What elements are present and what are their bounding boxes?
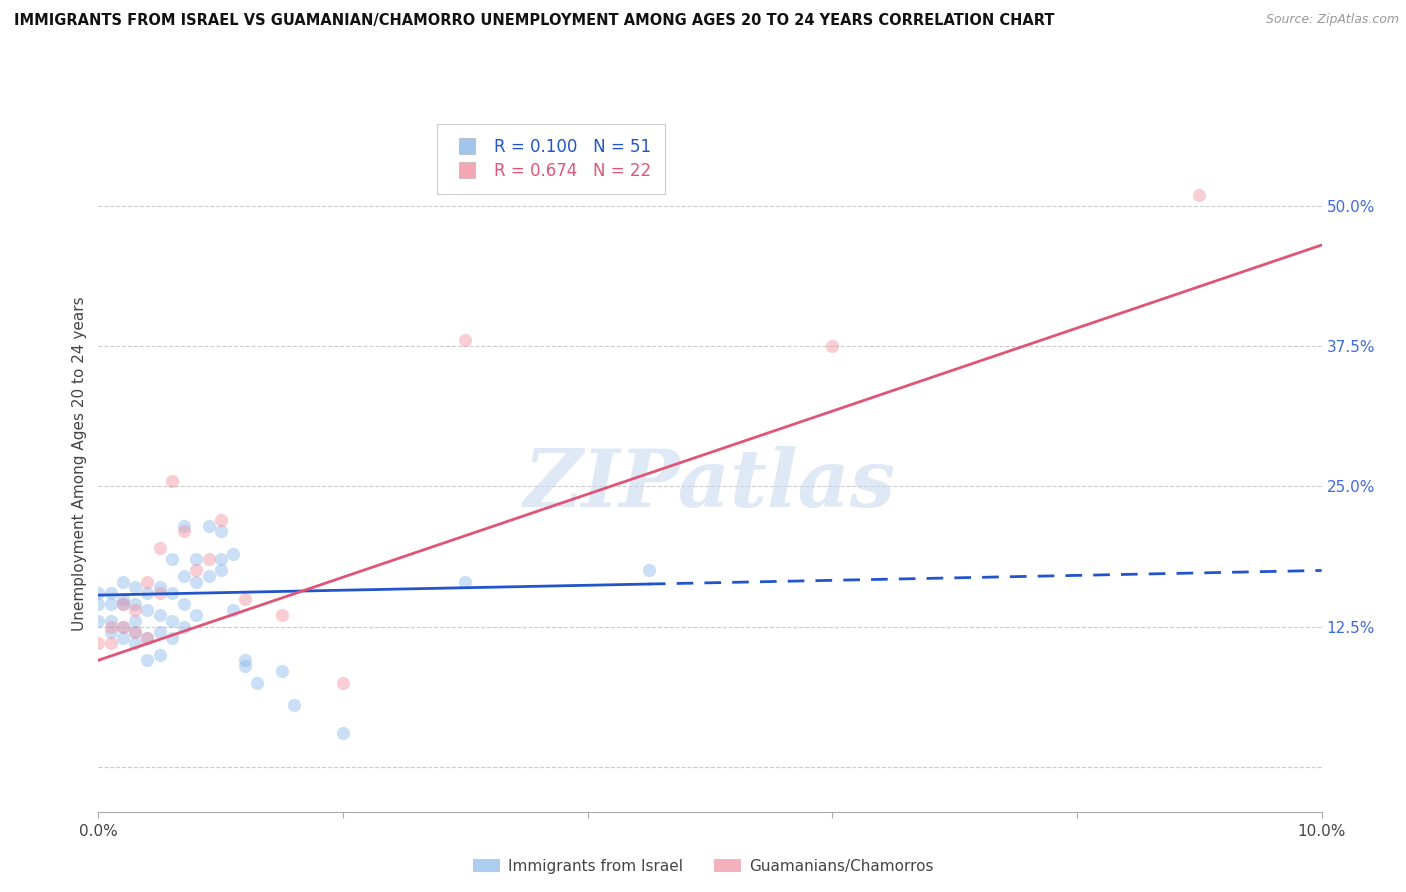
Point (136, 603, 159, 617)
Point (111, 597, 134, 611)
Point (100, 636, 122, 650)
Point (270, 608, 292, 623)
Point (160, 631, 183, 645)
Point (209, 552, 232, 566)
Point (124, 636, 146, 650)
Text: ZIPatlas: ZIPatlas (524, 446, 896, 524)
Point (111, 631, 134, 645)
Point (209, 513, 232, 527)
Text: IMMIGRANTS FROM ISRAEL VS GUAMANIAN/CHAMORRO UNEMPLOYMENT AMONG AGES 20 TO 24 YE: IMMIGRANTS FROM ISRAEL VS GUAMANIAN/CHAM… (14, 13, 1054, 29)
Point (173, 524, 195, 538)
Point (173, 569, 195, 583)
Point (149, 580, 172, 594)
Point (160, 586, 183, 600)
Point (173, 518, 195, 533)
Point (100, 614, 122, 628)
Point (100, 586, 122, 600)
Point (197, 518, 219, 533)
Point (87, 597, 110, 611)
Point (124, 603, 146, 617)
Point (160, 552, 183, 566)
Point (637, 564, 661, 578)
Point (233, 658, 256, 673)
Point (149, 586, 172, 600)
Point (186, 608, 208, 623)
Point (87, 586, 110, 600)
Point (233, 591, 256, 606)
Point (149, 625, 172, 640)
Point (111, 619, 134, 633)
Point (100, 625, 122, 640)
Point (87, 614, 110, 628)
Point (111, 619, 134, 633)
Point (136, 574, 159, 589)
Legend: R = 0.100   N = 51, R = 0.674   N = 22: R = 0.100 N = 51, R = 0.674 N = 22 (437, 124, 665, 194)
Point (209, 564, 232, 578)
Legend: Immigrants from Israel, Guamanians/Chamorros: Immigrants from Israel, Guamanians/Chamo… (467, 853, 939, 880)
Point (149, 541, 172, 555)
Point (136, 631, 159, 645)
Point (454, 574, 477, 589)
Point (111, 591, 134, 606)
Point (186, 574, 208, 589)
Point (821, 339, 844, 353)
Point (124, 614, 146, 628)
Point (332, 675, 354, 690)
Point (124, 625, 146, 640)
Y-axis label: Unemployment Among Ages 20 to 24 years: Unemployment Among Ages 20 to 24 years (72, 296, 87, 632)
Point (283, 698, 305, 712)
Point (233, 653, 256, 667)
Point (246, 675, 269, 690)
Point (149, 608, 172, 623)
Point (136, 586, 159, 600)
Point (454, 334, 477, 348)
Point (100, 619, 122, 633)
Point (209, 524, 232, 538)
Text: Source: ZipAtlas.com: Source: ZipAtlas.com (1265, 13, 1399, 27)
Point (222, 603, 245, 617)
Point (124, 580, 146, 594)
Point (173, 597, 195, 611)
Point (111, 574, 134, 589)
Point (124, 597, 146, 611)
Point (186, 564, 208, 578)
Point (197, 552, 219, 566)
Point (100, 597, 122, 611)
Point (332, 726, 354, 740)
Point (160, 474, 183, 488)
Point (87, 636, 110, 650)
Point (160, 614, 183, 628)
Point (197, 569, 219, 583)
Point (136, 653, 159, 667)
Point (186, 552, 208, 566)
Point (222, 547, 245, 561)
Point (173, 619, 195, 633)
Point (124, 625, 146, 640)
Point (136, 631, 159, 645)
Point (1188, 187, 1211, 202)
Point (149, 648, 172, 662)
Point (270, 665, 292, 679)
Point (111, 597, 134, 611)
